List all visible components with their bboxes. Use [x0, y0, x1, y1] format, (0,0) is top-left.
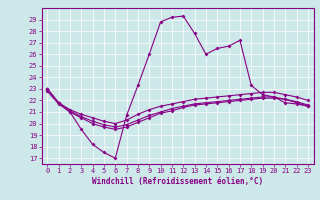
X-axis label: Windchill (Refroidissement éolien,°C): Windchill (Refroidissement éolien,°C): [92, 177, 263, 186]
